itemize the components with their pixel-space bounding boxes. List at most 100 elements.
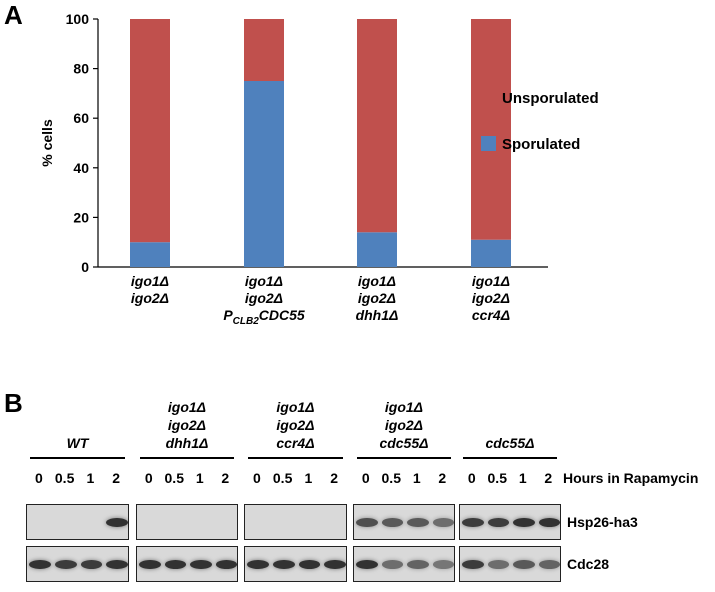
blot-group-label: igo1Δ igo2Δ ccr4Δ — [236, 398, 356, 452]
bar-sporulated-4 — [471, 239, 511, 267]
time-point-label: 1 — [195, 470, 204, 486]
legend-label-sporulated: Sporulated — [502, 136, 580, 153]
bar-unsporulated-4 — [471, 19, 511, 240]
blot-band — [215, 560, 237, 569]
y-tick-label: 0 — [81, 259, 89, 275]
blot-band — [487, 560, 509, 569]
category-label: igo2Δ — [245, 290, 283, 306]
blot-row-label: Hsp26-ha3 — [567, 514, 638, 530]
blot-band — [247, 560, 269, 569]
blot-band — [106, 560, 128, 569]
blot-band — [432, 560, 454, 569]
category-label: igo2Δ — [358, 290, 396, 306]
time-point-label: 0.5 — [54, 470, 75, 486]
blot-group-bar — [463, 457, 557, 459]
y-axis-title: % cells — [39, 119, 55, 167]
blot-band — [139, 560, 161, 569]
bar-unsporulated-2 — [244, 19, 284, 81]
genotype-line: igo2Δ — [167, 417, 207, 433]
blot-band — [432, 518, 454, 527]
category-label: igo1Δ — [131, 273, 169, 289]
genotype-line: cdc55Δ — [379, 435, 429, 451]
blot-group-bar — [140, 457, 234, 459]
blot-band — [462, 518, 484, 527]
genotype-line: ccr4Δ — [276, 435, 315, 451]
time-point-label: 0 — [361, 470, 370, 486]
blot-band — [356, 518, 378, 527]
bar-unsporulated-3 — [357, 19, 397, 233]
blot-panel-hsp26-ha3 — [26, 504, 129, 540]
legend-label-unsporulated: Unsporulated — [502, 90, 599, 107]
time-point-label: 1 — [86, 470, 95, 486]
chart-bars — [130, 19, 511, 267]
time-point-label: 2 — [221, 470, 230, 486]
blot-panel-cdc28 — [244, 546, 347, 582]
blot-band — [164, 560, 186, 569]
blot-panel-hsp26-ha3 — [353, 504, 455, 540]
blot-panel-cdc28 — [459, 546, 561, 582]
genotype-line: igo2Δ — [276, 417, 315, 433]
y-tick-label: 100 — [66, 11, 90, 27]
y-tick-label: 20 — [73, 209, 89, 225]
blot-band — [80, 560, 103, 569]
category-label: igo1Δ — [358, 273, 396, 289]
blot-panel-hsp26-ha3 — [136, 504, 238, 540]
time-point-label: 2 — [112, 470, 121, 486]
blot-panel-cdc28 — [353, 546, 455, 582]
time-point-label: 1 — [518, 470, 527, 486]
time-point-label: 1 — [304, 470, 313, 486]
time-point-label: 0.5 — [381, 470, 401, 486]
blot-band — [381, 560, 403, 569]
time-point-label: 2 — [438, 470, 447, 486]
blot-band — [407, 560, 429, 569]
category-label: igo2Δ — [472, 290, 510, 306]
blot-panel-hsp26-ha3 — [459, 504, 561, 540]
category-label: igo1Δ — [472, 273, 510, 289]
time-point-label: 0.5 — [272, 470, 293, 486]
blot-panel-hsp26-ha3 — [244, 504, 347, 540]
time-point-label: 0 — [144, 470, 153, 486]
category-labels: igo1Δigo2Δigo1Δigo2ΔPCLB2CDC55igo1Δigo2Δ… — [131, 273, 510, 327]
genotype-line: WT — [66, 435, 89, 451]
blot-group-label: WT — [18, 434, 138, 452]
chart-axes: 0 20 40 60 80 100 % cells — [39, 11, 548, 275]
time-point-label: 0.5 — [487, 470, 507, 486]
blot-band — [462, 560, 484, 569]
blot-row-label: Cdc28 — [567, 556, 610, 572]
blot-band — [190, 560, 212, 569]
genotype-line: igo1Δ — [167, 399, 207, 415]
bar-sporulated-3 — [357, 232, 397, 267]
time-point-label: 0 — [34, 470, 43, 486]
blot-band — [54, 560, 77, 569]
blot-band — [513, 560, 535, 569]
y-tick-label: 60 — [73, 110, 89, 126]
time-point-label: 2 — [330, 470, 339, 486]
time-point-label: 0 — [467, 470, 476, 486]
category-label: PCLB2CDC55 — [223, 307, 305, 327]
blot-band — [487, 518, 509, 527]
blot-group-bar — [30, 457, 125, 459]
blot-band — [407, 518, 429, 527]
legend-swatch-unsporulated — [481, 90, 496, 105]
category-label: igo2Δ — [131, 290, 169, 306]
genotype-line: igo2Δ — [384, 417, 424, 433]
time-point-label: 0.5 — [164, 470, 184, 486]
blot-band — [29, 560, 51, 569]
blot-panel-cdc28 — [26, 546, 129, 582]
category-label: igo1Δ — [245, 273, 283, 289]
blot-band — [356, 560, 378, 569]
blot-group-label: igo1Δ igo2Δ dhh1Δ — [127, 398, 247, 452]
genotype-line: dhh1Δ — [165, 435, 209, 451]
time-axis-label: Hours in Rapamycin — [563, 470, 699, 486]
time-point-label: 1 — [412, 470, 421, 486]
genotype-line: cdc55Δ — [485, 435, 535, 451]
legend-swatch-sporulated — [481, 136, 496, 151]
blot-band — [513, 518, 535, 527]
blot-band — [538, 560, 560, 569]
time-point-label: 2 — [544, 470, 553, 486]
panel-a-letter: A — [4, 0, 23, 30]
time-point-label: 0 — [252, 470, 261, 486]
panel-b-letter: B — [4, 388, 23, 418]
y-tick-label: 40 — [73, 160, 89, 176]
